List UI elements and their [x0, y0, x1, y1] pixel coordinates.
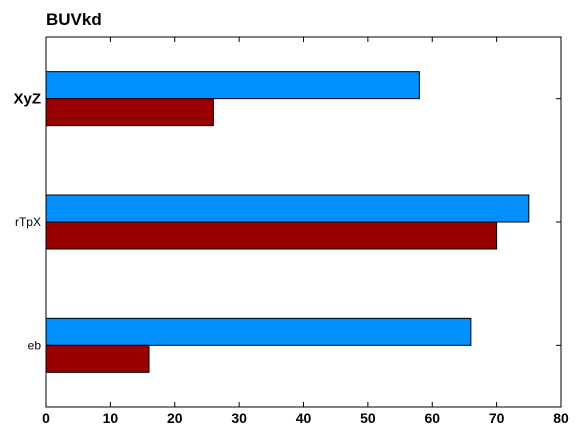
ytick-label-xyz: XyZ [13, 91, 41, 108]
bar-xyz-series1 [45, 71, 420, 100]
xtick-label-40: 40 [296, 410, 312, 426]
xtick-label-70: 70 [489, 410, 505, 426]
xtick-label-50: 50 [360, 410, 376, 426]
bar-rtpx-series1 [45, 194, 530, 223]
xtick-label-0: 0 [42, 410, 50, 426]
xtick-label-30: 30 [231, 410, 247, 426]
bar-group [45, 71, 530, 373]
plot-frame [45, 36, 562, 408]
bar-eb-series1 [45, 317, 472, 346]
xtick-label-20: 20 [167, 410, 183, 426]
bar-xyz-series2 [45, 98, 214, 127]
ytick-label-eb: eb [28, 338, 42, 352]
xtick-label-80: 80 [553, 410, 569, 426]
ytick-label-rtpx: rTpX [15, 215, 41, 229]
bar-rtpx-series2 [45, 221, 498, 250]
chart-title: BUVkd [46, 10, 102, 29]
tick-group: XyZ rTpX eb 0 10 20 30 40 50 60 70 80 [13, 37, 569, 426]
xtick-label-60: 60 [424, 410, 440, 426]
bar-eb-series2 [45, 344, 150, 373]
xtick-label-10: 10 [103, 410, 119, 426]
